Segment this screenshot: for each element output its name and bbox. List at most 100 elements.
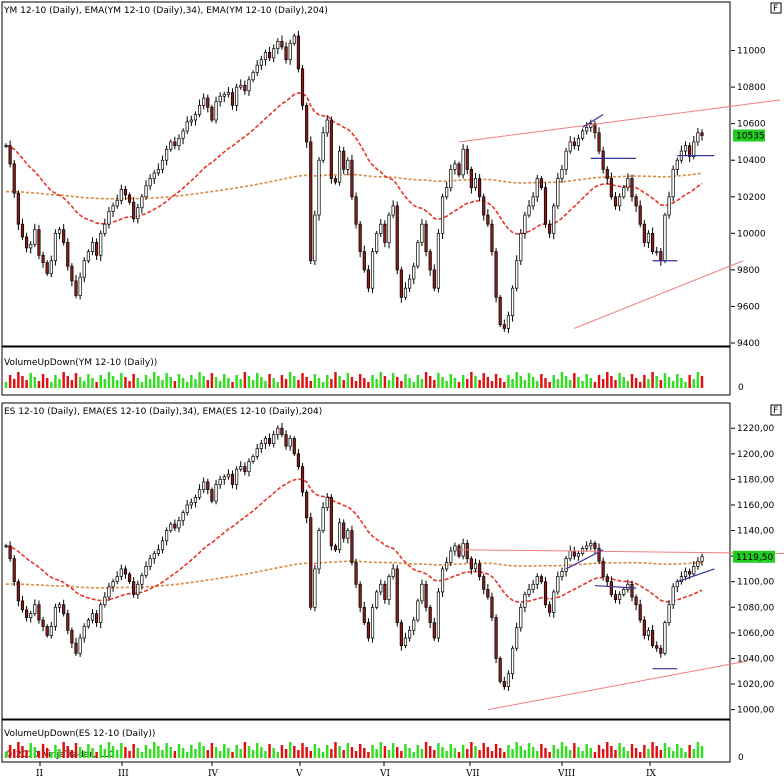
volume-bar <box>659 380 663 388</box>
volume-bar <box>655 746 658 758</box>
candle-body <box>350 530 354 563</box>
volume-bar <box>577 747 580 758</box>
volume-bar <box>181 378 185 388</box>
volume-bar <box>680 378 683 388</box>
candle-body <box>601 150 605 170</box>
candle-body <box>33 604 37 615</box>
candle-body <box>667 196 671 216</box>
candle-body <box>329 496 333 547</box>
candle-body <box>692 141 696 157</box>
volume-bar <box>313 744 317 758</box>
volume-bar <box>581 751 584 758</box>
volume-bar <box>140 752 144 758</box>
volume-bar <box>115 750 119 758</box>
candle-body <box>165 148 169 161</box>
candle-body <box>127 194 132 203</box>
candle-body <box>181 512 185 521</box>
candle-body <box>107 586 111 598</box>
candle-body <box>428 606 432 623</box>
candle-body <box>95 242 99 256</box>
candle-body <box>309 517 313 608</box>
volume-bar <box>120 743 123 758</box>
volume-bar <box>115 380 119 388</box>
candle-body <box>136 207 140 220</box>
volume-bar <box>165 743 168 758</box>
volume-bar <box>573 743 576 758</box>
volume-bar <box>124 377 127 388</box>
candle-body <box>494 251 498 298</box>
ym-panel-toggle[interactable]: F <box>770 2 782 14</box>
volume-bar <box>614 750 617 758</box>
volume-bar <box>297 750 300 758</box>
volume-bar <box>177 374 181 388</box>
candle-body <box>309 141 313 262</box>
candle-body <box>333 545 338 551</box>
volume-bar <box>400 381 403 388</box>
candle-body <box>358 223 362 252</box>
volume-bar <box>17 742 20 758</box>
candle-body <box>247 79 251 92</box>
volume-bar <box>132 374 135 388</box>
candle-body <box>593 123 597 134</box>
candle-body <box>4 545 8 548</box>
candle-body <box>25 236 29 249</box>
volume-bar <box>50 752 53 758</box>
candle-body <box>457 545 461 557</box>
volume-bar <box>363 748 366 758</box>
candle-body <box>692 566 696 575</box>
volume-bar <box>210 373 214 388</box>
volume-bar <box>396 747 399 758</box>
volume-bar <box>251 750 255 758</box>
volume-bar <box>173 381 177 388</box>
candle-body <box>383 223 387 243</box>
volume-bar <box>111 376 115 388</box>
candle-body <box>548 604 552 613</box>
candle-body <box>601 560 605 577</box>
volume-bar <box>684 752 687 758</box>
es-panel-toggle[interactable]: F <box>770 404 782 416</box>
volume-bar <box>99 745 102 758</box>
volume-bar <box>272 378 275 388</box>
volume-bar <box>153 742 156 758</box>
volume-bar <box>564 746 568 758</box>
candle-body <box>12 163 16 194</box>
candle-body <box>436 232 441 289</box>
volume-bar <box>387 750 391 758</box>
candle-body <box>572 550 576 557</box>
y-axis-tick-label: 1040,00 <box>737 654 774 664</box>
volume-bar <box>54 375 57 388</box>
month-label: IX <box>646 769 657 779</box>
volume-bar <box>560 742 564 758</box>
volume-bar <box>301 743 304 758</box>
volume-bar <box>165 373 168 388</box>
volume-bar <box>659 750 663 758</box>
volume-bar <box>198 372 201 388</box>
volume-bar <box>264 751 267 758</box>
volume-bar <box>466 379 469 388</box>
candle-body <box>646 629 651 636</box>
candle-body <box>683 145 688 152</box>
volume-bar <box>247 376 251 388</box>
volume-bar <box>260 377 263 388</box>
volume-bar <box>667 747 671 758</box>
volume-bar <box>470 742 473 758</box>
candle-body <box>683 571 688 577</box>
volume-bar <box>630 374 634 388</box>
candle-body <box>354 196 358 225</box>
candle-body <box>226 92 230 95</box>
volume-bar <box>498 748 502 758</box>
volume-bar <box>494 744 498 758</box>
candle-body <box>638 604 642 621</box>
candle-body <box>74 642 78 654</box>
volume-bar <box>190 745 193 758</box>
volume-bar <box>622 377 625 388</box>
candle-body <box>605 169 609 179</box>
candle-body <box>642 619 646 636</box>
candle-body <box>440 568 445 593</box>
candle-body <box>136 583 140 595</box>
candle-body <box>202 97 206 106</box>
candle-body <box>626 583 630 590</box>
candle-body <box>424 583 428 608</box>
candle-body <box>284 46 288 61</box>
candle-body <box>272 434 276 444</box>
